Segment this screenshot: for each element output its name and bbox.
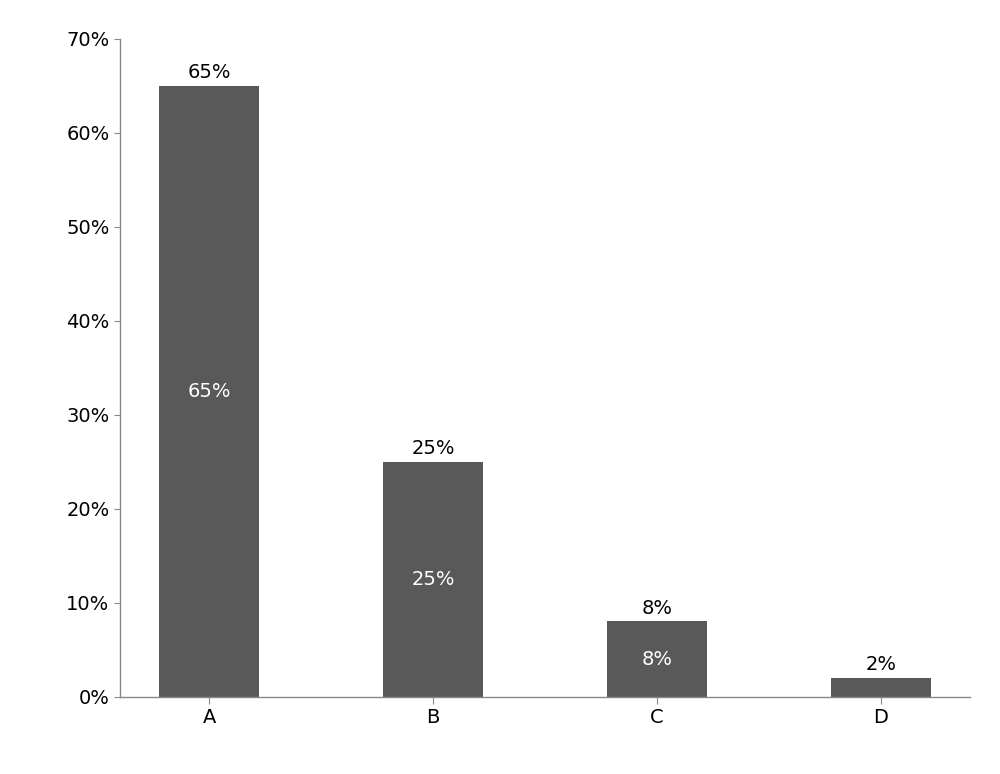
Bar [159,86,259,697]
Text: 65%: 65% [187,382,231,401]
Bar [607,622,707,697]
Bar [383,461,483,697]
Text: 8%: 8% [641,598,672,618]
Text: 2%: 2% [865,655,896,674]
Bar [831,678,931,697]
Text: 65%: 65% [187,63,231,82]
Text: 25%: 25% [411,439,455,458]
Text: 25%: 25% [411,570,455,588]
Text: 8%: 8% [641,649,672,669]
